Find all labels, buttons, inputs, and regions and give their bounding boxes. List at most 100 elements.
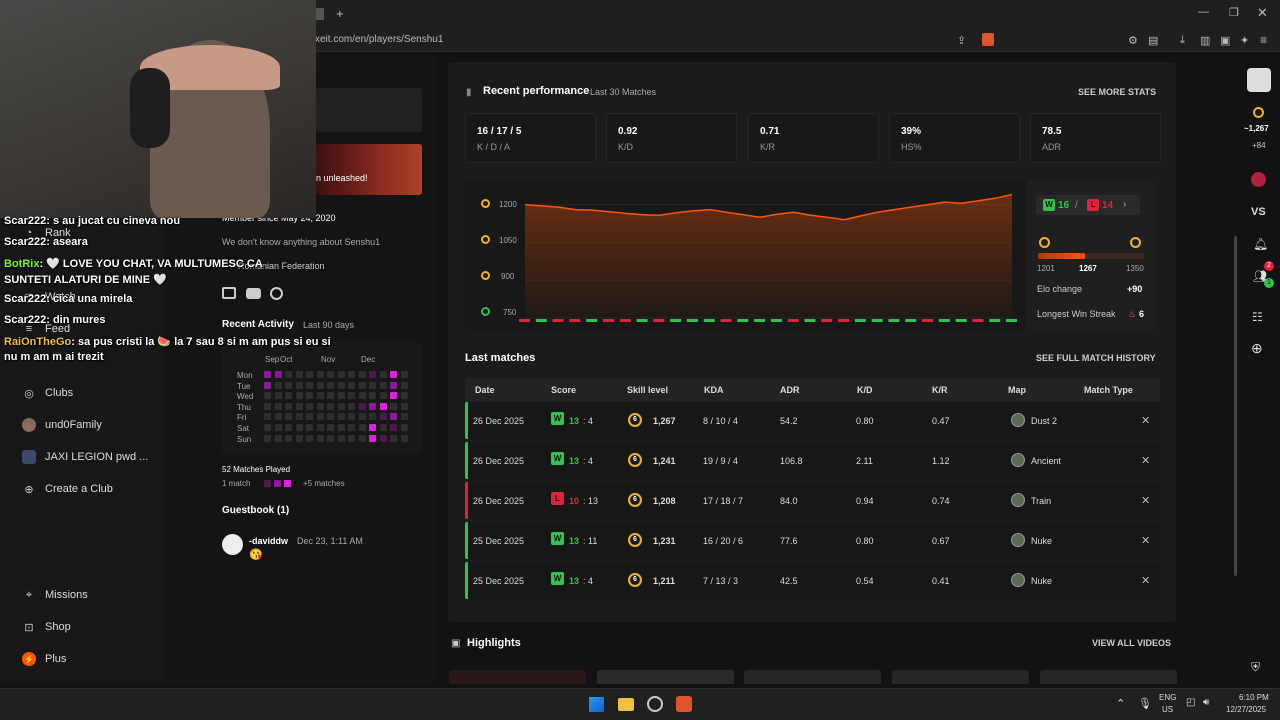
url-text[interactable]: xeit.com/en/players/Senshu1: [315, 34, 444, 45]
sidebar-toggle-icon[interactable]: ▥: [1200, 35, 1211, 47]
match-adr: 106.8: [780, 456, 803, 466]
heatmap-cell: [295, 434, 303, 442]
mic-icon[interactable]: 🎙︎: [1138, 698, 1152, 710]
match-row[interactable]: 25 Dec 2025 W 13:11 6 1,231 16 / 20 / 6 77.6 0.…: [465, 522, 1160, 559]
heatmap-cell: [379, 434, 387, 442]
heatmap-cell: [400, 381, 408, 389]
match-map: Nuke: [1031, 536, 1053, 546]
clock-time[interactable]: 6:10 PM: [1239, 693, 1269, 702]
level-badge: 6: [628, 493, 642, 507]
minimize-icon[interactable]: —: [1198, 6, 1209, 18]
close-window-icon[interactable]: ✕: [1257, 5, 1268, 20]
vs-icon[interactable]: VS: [1251, 206, 1266, 218]
video-thumbnail[interactable]: [449, 670, 586, 684]
club-jaxi-legion[interactable]: JAXI LEGION pwd ...: [22, 450, 148, 464]
heatmap-cell: [369, 381, 376, 389]
add-icon[interactable]: ⊕: [1251, 340, 1263, 356]
file-explorer-icon[interactable]: [618, 698, 634, 711]
nav-clubs[interactable]: ◎ Clubs: [22, 386, 73, 400]
federation[interactable]: Romanian Federation: [238, 261, 325, 271]
faceit-logo-icon[interactable]: ⛨: [1251, 660, 1261, 674]
match-row[interactable]: 26 Dec 2025 L 10:13 6 1,208 17 / 18 / 7 84.0 0.…: [465, 482, 1160, 519]
bell-icon[interactable]: 🔔︎: [1253, 237, 1269, 251]
steam-icon[interactable]: [270, 287, 283, 300]
wifi-icon[interactable]: ◰: [1186, 697, 1196, 708]
start-icon[interactable]: [589, 697, 604, 712]
restore-icon[interactable]: ❐: [1229, 7, 1239, 19]
download-icon[interactable]: ⤓: [1180, 34, 1185, 46]
volume-icon[interactable]: 🔊︎: [1203, 697, 1210, 708]
brave-shield-icon[interactable]: [982, 33, 994, 46]
col-kd: K/D: [857, 385, 873, 395]
match-adr: 84.0: [780, 496, 798, 506]
guest-name[interactable]: -daviddw: [249, 536, 289, 546]
wallet-icon[interactable]: ▣: [1220, 35, 1231, 47]
heatmap-cell: [400, 402, 408, 410]
heatmap-cell: [316, 413, 324, 421]
video-thumbnail[interactable]: [744, 670, 881, 684]
video-thumbnail[interactable]: [1040, 670, 1177, 684]
streak-value: 6: [1139, 309, 1145, 319]
match-type-icon: ✕: [1141, 455, 1151, 467]
menu-icon[interactable]: ≡: [1260, 33, 1268, 47]
match-row[interactable]: 26 Dec 2025 W 13:4 6 1,267 8 / 10 / 4 54.2 0.80…: [465, 402, 1160, 439]
create-club-button[interactable]: ⊕ Create a Club: [22, 482, 112, 496]
youtube-icon[interactable]: [246, 288, 261, 299]
heatmap-cell: [337, 371, 345, 378]
chat-list-icon[interactable]: ☷: [1252, 310, 1263, 324]
heatmap-cell: [337, 402, 345, 410]
party-icon[interactable]: [1251, 172, 1266, 187]
twitch-icon[interactable]: [222, 287, 236, 299]
chat-message: Scar222: cica una mirela: [4, 293, 132, 305]
day-label: Wed: [237, 392, 254, 402]
club-und0family[interactable]: und0Family: [22, 418, 102, 432]
language-region[interactable]: US: [1162, 705, 1174, 714]
result-badge: W: [551, 532, 564, 545]
col-map: Map: [1008, 385, 1026, 395]
language-code[interactable]: ENG: [1159, 693, 1177, 702]
tab-close-icon[interactable]: [316, 8, 324, 20]
score-opponent: 4: [588, 416, 594, 426]
score-own: 13: [569, 536, 580, 546]
nav-shop[interactable]: ⊡ Shop: [22, 620, 70, 634]
clubs-icon: ◎: [24, 387, 34, 400]
guest-avatar[interactable]: [222, 534, 243, 555]
profile-avatar[interactable]: [1247, 68, 1271, 92]
view-all-videos-link[interactable]: VIEW ALL VIDEOS: [1092, 638, 1172, 648]
nav-plus[interactable]: ⚡ Plus: [22, 652, 66, 666]
new-tab-icon[interactable]: +: [336, 6, 344, 21]
chevron-right-icon[interactable]: ›: [1123, 199, 1127, 210]
extensions-icon[interactable]: ⚙: [1128, 35, 1138, 47]
share-icon[interactable]: ⇪: [957, 35, 967, 47]
clock-date[interactable]: 12/27/2025: [1226, 705, 1267, 714]
reader-icon[interactable]: ▤: [1148, 35, 1159, 47]
match-kr: 0.67: [932, 536, 950, 546]
match-adr: 42.5: [780, 576, 798, 586]
heatmap-cell: [285, 402, 292, 410]
video-thumbnail[interactable]: [597, 670, 734, 684]
match-kd: 0.80: [856, 416, 874, 426]
nav-feed[interactable]: ≡ Feed: [22, 322, 70, 336]
see-more-stats-link[interactable]: SEE MORE STATS: [1078, 87, 1157, 97]
see-full-history-link[interactable]: SEE FULL MATCH HISTORY: [1036, 353, 1156, 363]
video-thumbnail[interactable]: [892, 670, 1029, 684]
nav-rank[interactable]: ◔ Rank: [22, 226, 71, 240]
brave-taskbar-icon[interactable]: [676, 696, 692, 712]
heatmap-cell: [337, 392, 345, 400]
match-kda: 7 / 13 / 3: [703, 576, 739, 586]
obs-icon[interactable]: [647, 696, 663, 712]
tray-chevron-icon[interactable]: ⌃: [1116, 698, 1126, 710]
nav-watch[interactable]: ▢ Watch: [22, 290, 76, 304]
match-row[interactable]: 26 Dec 2025 W 13:4 6 1,241 19 / 9 / 4 106.8 2.1…: [465, 442, 1160, 479]
match-row[interactable]: 25 Dec 2025 W 13:4 6 1,211 7 / 13 / 3 42.5 0.54…: [465, 562, 1160, 599]
map-icon: [1011, 493, 1025, 507]
heatmap-cell: [295, 381, 303, 389]
heatmap-cell: [285, 381, 292, 389]
page-scrollbar[interactable]: [1234, 236, 1237, 576]
leo-icon[interactable]: ✦: [1240, 35, 1250, 47]
y-tick: 900: [501, 272, 515, 281]
nav-missions[interactable]: ⌖ Missions: [22, 588, 88, 602]
heatmap-cell: [369, 424, 376, 431]
heatmap-cell: [337, 381, 345, 389]
heatmap-cell: [337, 424, 345, 431]
